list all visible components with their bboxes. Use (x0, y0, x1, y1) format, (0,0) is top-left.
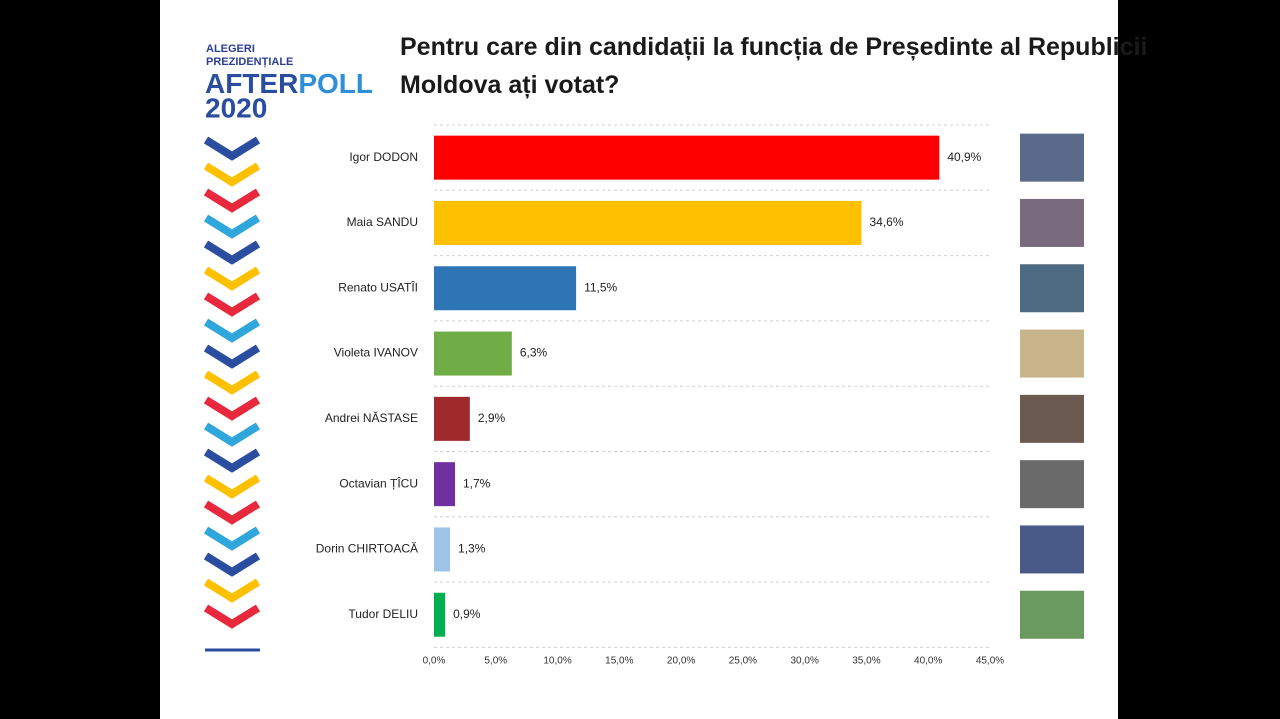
chevron (203, 578, 261, 603)
candidate-photo (1020, 198, 1084, 247)
category-label: Dorin CHIRTOACĂ (316, 541, 418, 556)
x-tick-label: 0,0% (423, 656, 446, 667)
chevron (203, 604, 261, 629)
candidate-photo (1020, 264, 1084, 313)
chevron (203, 396, 261, 421)
chevron (203, 136, 261, 161)
candidate-photo (1020, 133, 1084, 182)
decoration (203, 136, 261, 629)
x-tick-label: 5,0% (484, 656, 507, 667)
chevron (203, 188, 261, 213)
logo-poll-word: POLL (298, 68, 373, 99)
x-tick-label: 20,0% (667, 656, 695, 667)
slide (160, 0, 1118, 719)
bar (434, 200, 862, 245)
chevron (203, 448, 261, 473)
x-tick-label: 10,0% (543, 656, 571, 667)
value-label: 34,6% (870, 215, 904, 229)
value-label: 6,3% (520, 346, 548, 360)
bar (434, 331, 512, 376)
x-tick-label: 30,0% (790, 656, 818, 667)
x-tick-label: 45,0% (976, 656, 1004, 667)
category-label: Tudor DELIU (348, 607, 418, 621)
chevron (203, 552, 261, 577)
category-label: Octavian ȚÎCU (339, 475, 418, 490)
candidate-photo (1020, 525, 1084, 574)
category-label: Violeta IVANOV (334, 346, 418, 360)
category-label: Renato USATÎI (338, 279, 418, 294)
logo-line2: PREZIDENȚIALE (206, 56, 293, 68)
x-tick-label: 35,0% (852, 656, 880, 667)
candidate-photo (1020, 329, 1084, 378)
candidate-photo (1020, 460, 1084, 509)
chevron (203, 500, 261, 525)
chevron (203, 214, 261, 239)
value-label: 0,9% (453, 607, 481, 621)
value-label: 40,9% (947, 150, 981, 164)
category-label: Andrei NĂSTASE (325, 410, 418, 425)
x-tick-label: 25,0% (729, 656, 757, 667)
logo-year: 2020 (205, 92, 267, 123)
value-label: 2,9% (478, 411, 506, 425)
bar (434, 135, 940, 180)
candidate-photo (1020, 394, 1084, 443)
category-label: Maia SANDU (347, 215, 418, 229)
candidate-photo (1020, 590, 1084, 639)
value-label: 1,7% (463, 476, 491, 490)
chevron (203, 474, 261, 499)
chevron (203, 344, 261, 369)
chevron (203, 240, 261, 265)
chevron (203, 526, 261, 551)
logo-poll: AFTERPOLL (205, 68, 373, 99)
bar (434, 396, 470, 441)
bar (434, 266, 577, 311)
x-tick-label: 40,0% (914, 656, 942, 667)
chevron (203, 266, 261, 291)
bar (434, 527, 451, 572)
x-tick-label: 15,0% (605, 656, 633, 667)
bar (434, 462, 456, 507)
chevron (203, 292, 261, 317)
chevron (203, 318, 261, 343)
logo-line1: ALEGERI (206, 43, 255, 55)
logo-after: AFTER (205, 68, 298, 99)
chevron (203, 162, 261, 187)
chart-title: Pentru care din candidații la funcția de… (400, 33, 1147, 99)
bar (434, 592, 446, 637)
category-label: Igor DODON (349, 150, 418, 164)
chevron (203, 422, 261, 447)
value-label: 1,3% (458, 542, 486, 556)
chevron (203, 370, 261, 395)
value-label: 11,5% (584, 280, 617, 294)
